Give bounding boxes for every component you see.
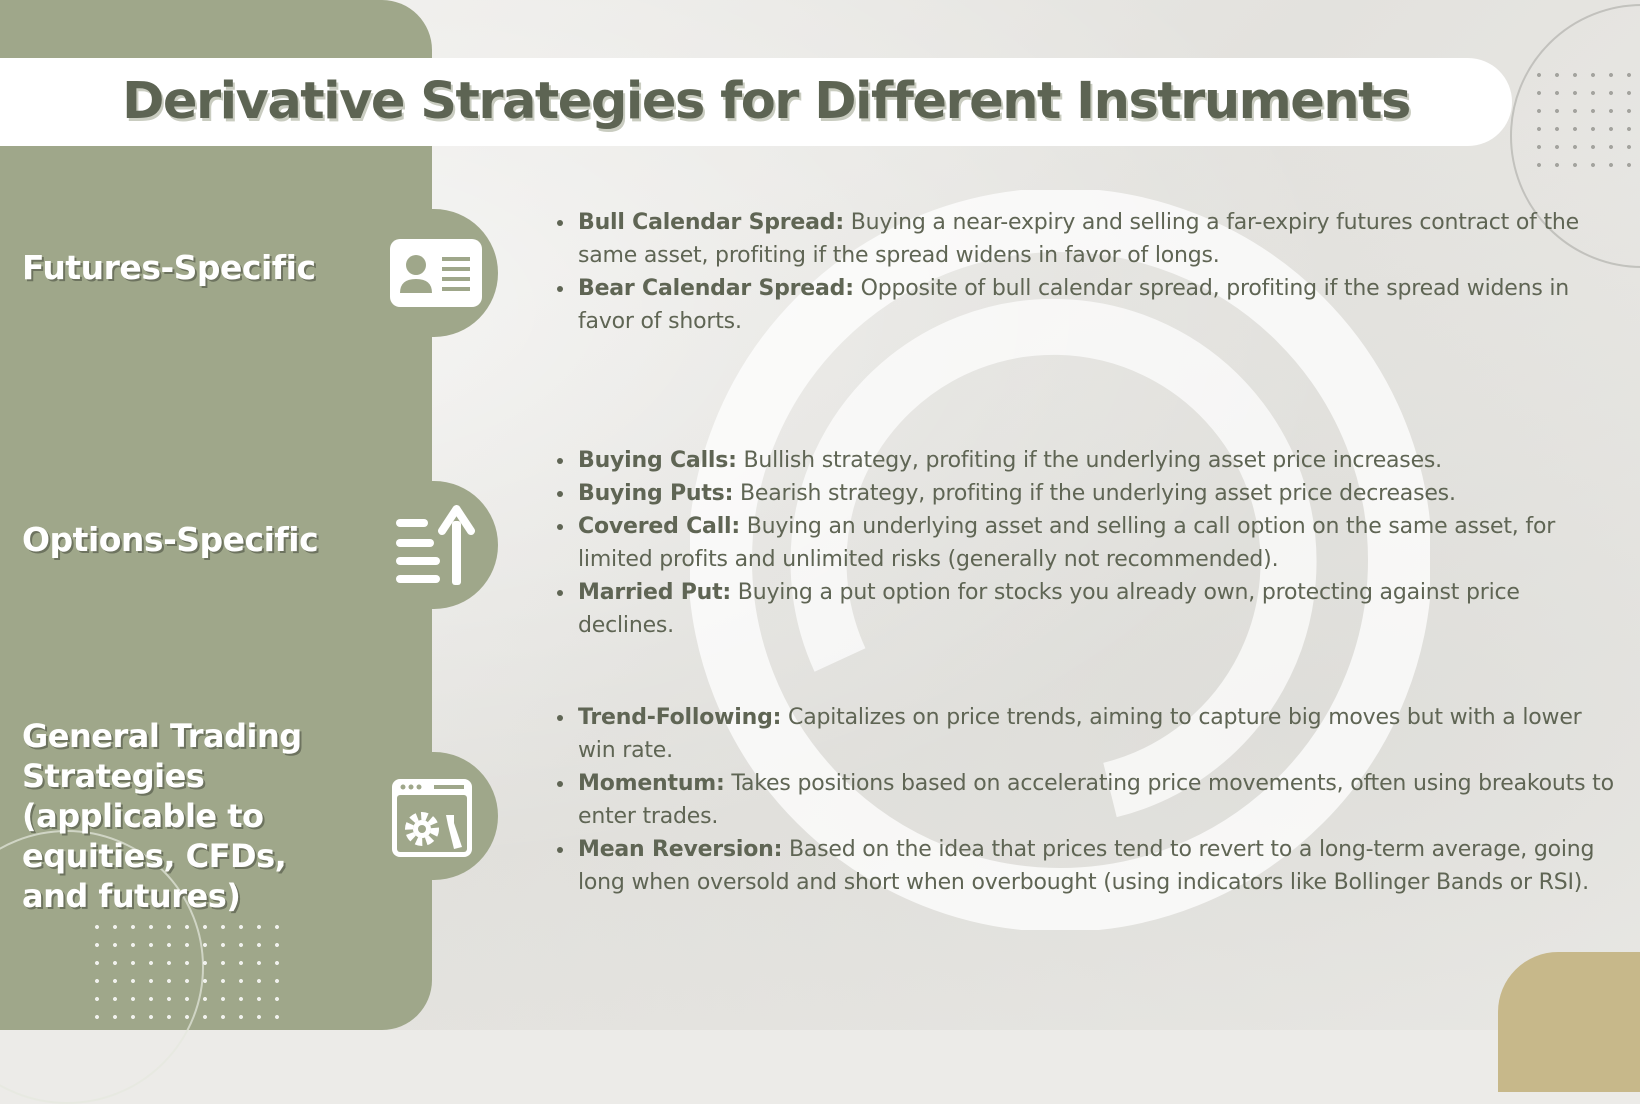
id-card-icon [390,239,482,307]
dot-grid-top-right [1530,66,1640,178]
strategy-description: Buying a near-expiry and selling a far-e… [578,210,1580,268]
futures-strategy-list: Bull Calendar Spread: Buying a near-expi… [556,206,1616,338]
title-banner [0,58,1512,146]
section-label-options: Options-Specific [22,520,319,559]
options-strategy-list: Buying Calls: Bullish strategy, profitin… [556,444,1616,642]
list-item: Mean Reversion: Based on the idea that p… [576,833,1616,899]
strategy-term: Trend-Following: [578,705,782,730]
section-tab-options [380,481,498,609]
strategy-description: Buying an underlying asset and selling a… [578,514,1556,572]
general-strategy-list: Trend-Following: Capitalizes on price tr… [556,701,1616,899]
strategy-term: Covered Call: [578,514,740,539]
watermark-logo [690,190,1430,930]
strategy-term: Bear Calendar Spread: [578,276,854,301]
strategy-term: Buying Puts: [578,481,734,506]
list-arrow-up-icon [396,505,475,585]
strategy-description: Bearish strategy, profiting if the under… [733,481,1456,506]
strategy-term: Married Put: [578,580,732,605]
strategy-term: Mean Reversion: [578,837,783,862]
strategy-description: Bullish strategy, profiting if the under… [736,448,1443,473]
strategy-term: Bull Calendar Spread: [578,210,844,235]
list-item: Married Put: Buying a put option for sto… [576,576,1616,642]
section-label-futures: Futures-Specific [22,248,316,287]
list-item: Covered Call: Buying an underlying asset… [576,510,1616,576]
list-item: Momentum: Takes positions based on accel… [576,767,1616,833]
decorative-gold-block [1498,952,1640,1092]
section-label-general: General Trading Strategies (applicable t… [22,717,302,915]
page-title: Derivative Strategies for Different Inst… [122,72,1411,131]
list-item: Bull Calendar Spread: Buying a near-expi… [576,206,1616,272]
strategy-description: Capitalizes on price trends, aiming to c… [578,705,1582,763]
list-item: Trend-Following: Capitalizes on price tr… [576,701,1616,767]
strategy-description: Based on the idea that prices tend to re… [578,837,1595,895]
strategy-term: Buying Calls: [578,448,737,473]
list-item: Buying Calls: Bullish strategy, profitin… [576,444,1616,477]
section-tab-futures [380,209,498,337]
settings-window-icon [392,779,472,857]
section-tab-general [380,752,498,880]
strategy-term: Momentum: [578,771,725,796]
dot-grid-bottom-left [88,918,288,1030]
strategy-description: Buying a put option for stocks you alrea… [578,580,1520,638]
list-item: Buying Puts: Bearish strategy, profiting… [576,477,1616,510]
strategy-description: Opposite of bull calendar spread, profit… [578,276,1570,334]
list-item: Bear Calendar Spread: Opposite of bull c… [576,272,1616,338]
strategy-description: Takes positions based on accelerating pr… [578,771,1614,829]
